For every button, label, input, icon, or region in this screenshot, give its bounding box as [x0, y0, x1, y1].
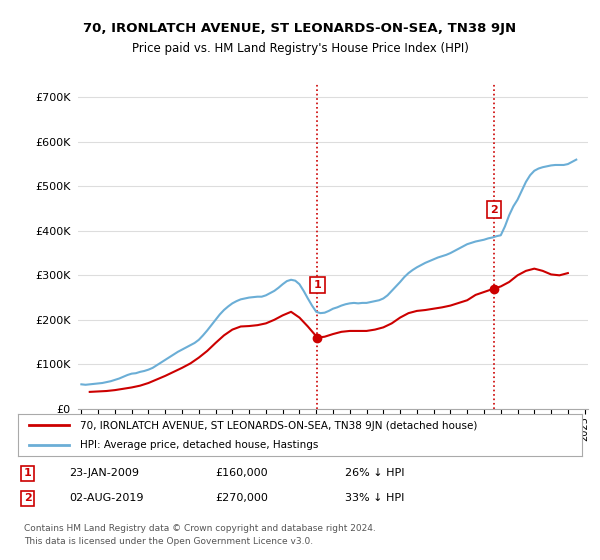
Text: 1: 1 [23, 468, 31, 478]
Text: 23-JAN-2009: 23-JAN-2009 [69, 468, 139, 478]
Text: Price paid vs. HM Land Registry's House Price Index (HPI): Price paid vs. HM Land Registry's House … [131, 42, 469, 55]
Text: 26% ↓ HPI: 26% ↓ HPI [345, 468, 404, 478]
Text: 1: 1 [314, 280, 321, 290]
Text: 70, IRONLATCH AVENUE, ST LEONARDS-ON-SEA, TN38 9JN: 70, IRONLATCH AVENUE, ST LEONARDS-ON-SEA… [83, 22, 517, 35]
Text: 02-AUG-2019: 02-AUG-2019 [69, 493, 143, 503]
Text: £160,000: £160,000 [215, 468, 268, 478]
Text: £270,000: £270,000 [215, 493, 268, 503]
Text: 2: 2 [490, 205, 497, 215]
Text: HPI: Average price, detached house, Hastings: HPI: Average price, detached house, Hast… [80, 441, 319, 450]
Text: 33% ↓ HPI: 33% ↓ HPI [345, 493, 404, 503]
Text: Contains HM Land Registry data © Crown copyright and database right 2024.: Contains HM Land Registry data © Crown c… [23, 524, 376, 533]
Text: 70, IRONLATCH AVENUE, ST LEONARDS-ON-SEA, TN38 9JN (detached house): 70, IRONLATCH AVENUE, ST LEONARDS-ON-SEA… [80, 421, 478, 431]
Text: This data is licensed under the Open Government Licence v3.0.: This data is licensed under the Open Gov… [23, 537, 313, 546]
Text: 2: 2 [23, 493, 31, 503]
